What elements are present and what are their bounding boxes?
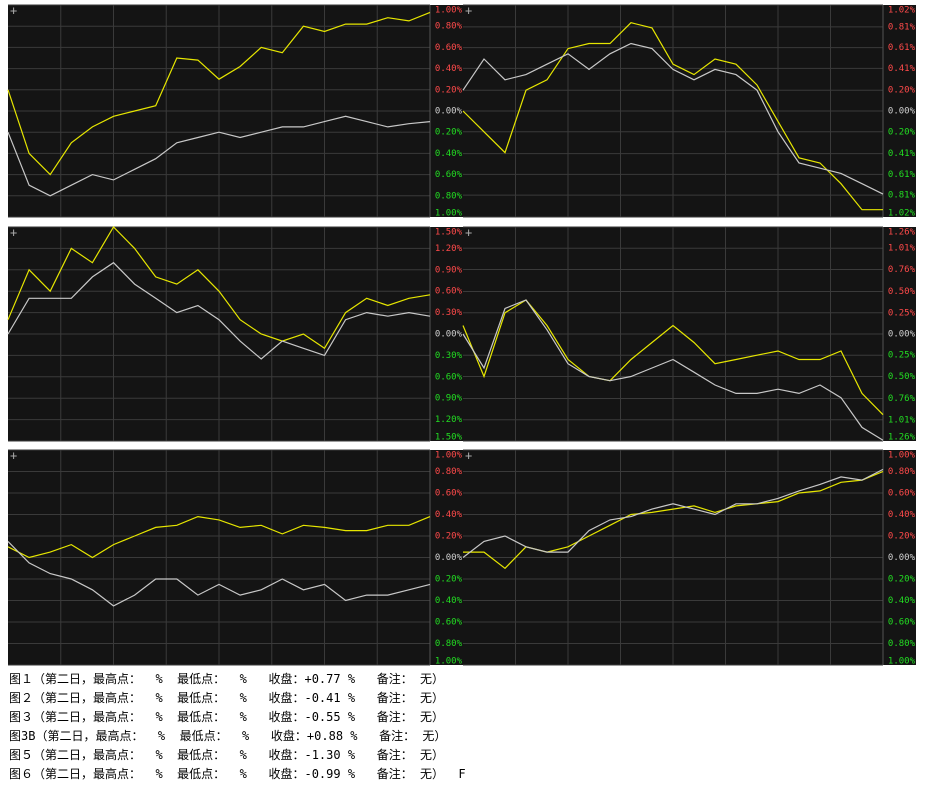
y-tick-label: 0.41% [888,64,916,74]
price-line [7,261,431,360]
y-tick-label: 0.00% [435,330,463,340]
y-tick-label: 0.20% [435,575,463,585]
price-line [462,299,884,441]
y-tick-label: 0.20% [888,86,916,96]
y-tick-label: 0.60% [435,372,463,382]
price-line [7,540,431,607]
plus-icon: + [465,449,472,463]
y-tick-label: 1.01% [888,244,916,254]
y-tick-label: 1.50% [435,433,463,443]
y-tick-label: 0.20% [435,85,463,95]
y-tick-label: 0.76% [888,394,916,404]
y-tick-label: 0.90% [435,394,463,404]
caption-line: 图５（第二日，最高点： % 最低点： % 收盘：-1.30 % 备注： 无） [9,748,444,762]
y-tick-label: 1.00% [435,209,463,219]
y-tick-label: 1.00% [435,451,463,461]
y-tick-label: 0.20% [435,128,463,138]
y-tick-label: 0.81% [888,191,916,201]
price-line [7,515,431,559]
plus-icon: + [465,4,472,18]
y-tick-label: 0.90% [435,265,463,275]
price-line [7,115,431,197]
plus-icon: + [10,226,17,240]
y-tick-label: 0.40% [435,64,463,74]
captions: 图１（第二日，最高点： % 最低点： % 收盘：+0.77 % 备注： 无） 图２… [9,670,466,784]
plus-icon: + [10,4,17,18]
y-tick-label: 0.60% [435,489,463,499]
caption-line: 图３（第二日，最高点： % 最低点： % 收盘：-0.55 % 备注： 无） [9,710,444,724]
plus-icon: + [10,449,17,463]
y-tick-label: 0.20% [888,127,916,137]
y-tick-label: 0.80% [435,467,463,477]
y-tick-label: 0.60% [435,170,463,180]
y-tick-label: 0.20% [888,575,916,585]
y-tick-label: 0.61% [888,170,916,180]
y-tick-label: 0.80% [888,467,916,477]
y-tick-label: 0.80% [435,639,463,649]
plus-icon: + [465,226,472,240]
y-tick-label: 1.26% [888,228,916,238]
price-line [7,11,431,176]
y-tick-label: 1.00% [435,657,463,667]
caption-line: 图3B（第二日，最高点： % 最低点： % 收盘：+0.88 % 备注： 无） [9,729,447,743]
y-tick-label: 0.00% [888,553,916,563]
y-tick-label: 1.26% [888,433,916,443]
price-line [7,226,431,350]
y-tick-label: 0.40% [888,510,916,520]
y-tick-label: 0.41% [888,149,916,159]
y-tick-label: 0.20% [888,532,916,542]
y-tick-label: 1.00% [888,657,916,667]
y-tick-label: 0.60% [888,489,916,499]
y-tick-label: 1.00% [888,451,916,461]
y-tick-label: 1.02% [888,6,916,16]
y-tick-label: 0.40% [435,596,463,606]
price-line [462,22,883,211]
y-tick-label: 0.80% [435,191,463,201]
y-tick-label: 1.20% [435,415,463,425]
y-tick-label: 0.61% [888,43,916,53]
y-tick-label: 0.60% [435,287,463,297]
y-tick-label: 1.00% [435,6,463,16]
y-tick-label: 0.81% [888,22,916,32]
price-line [462,42,884,195]
y-tick-label: 1.01% [888,415,916,425]
y-tick-label: 0.00% [888,107,916,117]
y-tick-label: 0.60% [888,618,916,628]
y-tick-label: 0.30% [435,308,463,318]
y-tick-label: 0.40% [888,596,916,606]
caption-line: 图６（第二日，最高点： % 最低点： % 收盘：-0.99 % 备注： 无） F [9,767,466,781]
price-line [462,468,884,558]
y-tick-label: 1.20% [435,244,463,254]
y-tick-label: 0.60% [435,618,463,628]
caption-line: 图２（第二日，最高点： % 最低点： % 收盘：-0.41 % 备注： 无） [9,691,444,705]
y-tick-label: 1.50% [435,228,463,238]
y-tick-label: 0.50% [888,287,916,297]
y-tick-label: 0.25% [888,308,916,318]
y-tick-label: 0.80% [435,22,463,32]
y-tick-label: 0.60% [435,43,463,53]
y-tick-label: 0.40% [435,510,463,520]
y-tick-label: 1.02% [888,209,916,219]
y-tick-label: 0.80% [888,639,916,649]
y-tick-label: 0.30% [435,351,463,361]
y-tick-label: 0.76% [888,265,916,275]
y-tick-label: 0.00% [888,330,916,340]
caption-line: 图１（第二日，最高点： % 最低点： % 收盘：+0.77 % 备注： 无） [9,672,444,686]
y-tick-label: 0.00% [435,553,463,563]
y-tick-label: 0.00% [435,107,463,117]
y-tick-label: 0.20% [435,532,463,542]
y-tick-label: 0.25% [888,351,916,361]
y-tick-label: 0.50% [888,372,916,382]
price-line [462,299,884,416]
charts: 1.00% 0.80% 0.60% 0.40% 0.20% 0.00% 0.20% 0.40%… [7,4,916,667]
y-tick-label: 0.40% [435,149,463,159]
